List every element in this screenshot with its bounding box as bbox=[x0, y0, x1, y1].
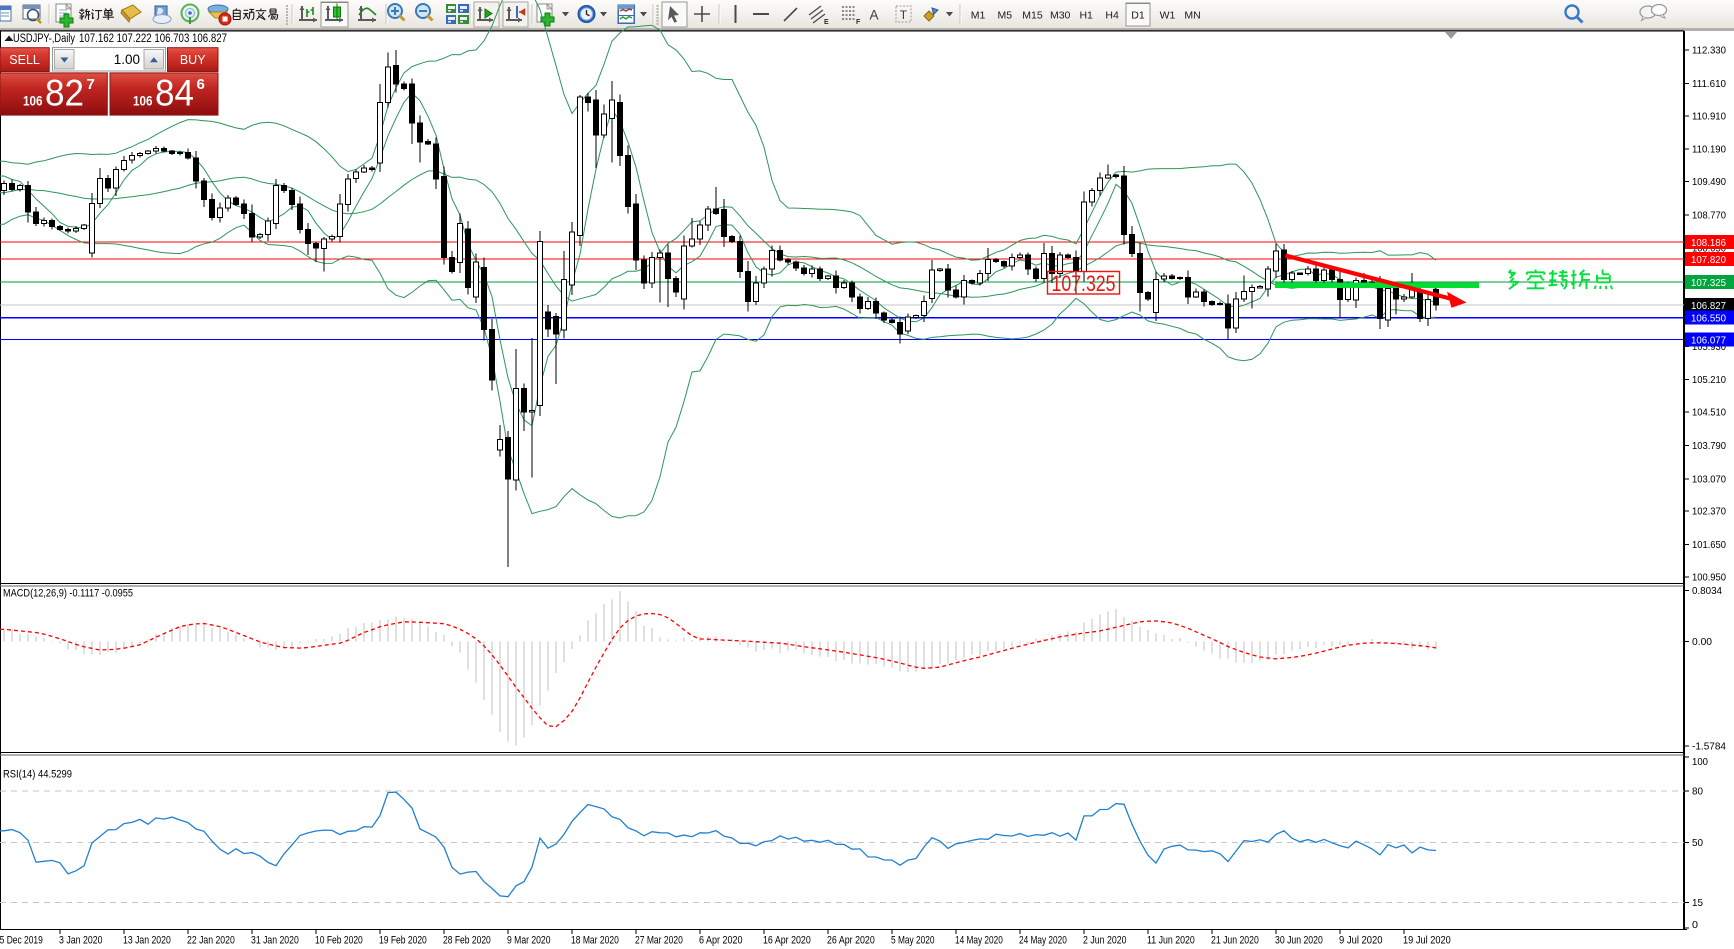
svg-text:50: 50 bbox=[1692, 837, 1703, 849]
svg-text:3 Jan 2020: 3 Jan 2020 bbox=[59, 935, 103, 947]
svg-text:MN: MN bbox=[1184, 10, 1200, 22]
svg-text:USDJPY-,Daily: USDJPY-,Daily bbox=[13, 33, 75, 45]
svg-text:F: F bbox=[856, 19, 861, 26]
svg-text:103.070: 103.070 bbox=[1692, 473, 1726, 485]
svg-text:107.162 107.222 106.703 106.82: 107.162 107.222 106.703 106.827 bbox=[79, 33, 227, 45]
svg-text:100.950: 100.950 bbox=[1692, 572, 1726, 584]
svg-text:15: 15 bbox=[1692, 897, 1703, 909]
svg-text:7: 7 bbox=[87, 76, 95, 93]
svg-text:107.325: 107.325 bbox=[1052, 271, 1116, 296]
svg-text:107.325: 107.325 bbox=[1691, 277, 1726, 289]
svg-text:RSI(14) 44.5299: RSI(14) 44.5299 bbox=[3, 769, 72, 781]
svg-text:16 Apr 2020: 16 Apr 2020 bbox=[763, 935, 811, 947]
svg-text:110.910: 110.910 bbox=[1692, 110, 1726, 122]
svg-text:SELL: SELL bbox=[9, 53, 40, 67]
svg-text:106.827: 106.827 bbox=[1691, 300, 1726, 312]
svg-text:14 May 2020: 14 May 2020 bbox=[955, 935, 1003, 947]
svg-text:109.490: 109.490 bbox=[1692, 176, 1726, 188]
svg-text:106: 106 bbox=[133, 94, 153, 109]
svg-text:30 Jun 2020: 30 Jun 2020 bbox=[1275, 935, 1323, 947]
svg-text:106.550: 106.550 bbox=[1691, 313, 1726, 325]
svg-text:M1: M1 bbox=[971, 10, 986, 22]
svg-text:24 May 2020: 24 May 2020 bbox=[1019, 935, 1067, 947]
svg-text:110.190: 110.190 bbox=[1692, 144, 1726, 156]
svg-text:26 Apr 2020: 26 Apr 2020 bbox=[827, 935, 875, 947]
svg-text:D1: D1 bbox=[1131, 10, 1145, 22]
svg-text:80: 80 bbox=[1692, 786, 1703, 798]
svg-text:E: E bbox=[824, 19, 829, 26]
svg-text:108.186: 108.186 bbox=[1691, 237, 1726, 249]
svg-text:MACD(12,26,9) -0.1117 -0.0955: MACD(12,26,9) -0.1117 -0.0955 bbox=[3, 588, 133, 600]
svg-text:M5: M5 bbox=[998, 10, 1013, 22]
svg-text:19 Jul 2020: 19 Jul 2020 bbox=[1403, 935, 1451, 947]
svg-text:19 Feb 2020: 19 Feb 2020 bbox=[379, 935, 427, 947]
svg-text:M15: M15 bbox=[1022, 10, 1043, 22]
svg-text:1.00: 1.00 bbox=[114, 52, 140, 67]
svg-text:100: 100 bbox=[1692, 756, 1708, 768]
svg-text:0.8034: 0.8034 bbox=[1692, 585, 1722, 597]
svg-text:31 Jan 2020: 31 Jan 2020 bbox=[251, 935, 299, 947]
svg-text:101.650: 101.650 bbox=[1692, 539, 1726, 551]
svg-text:6: 6 bbox=[197, 76, 205, 93]
svg-text:106.077: 106.077 bbox=[1691, 335, 1726, 347]
svg-text:0: 0 bbox=[1692, 919, 1698, 931]
svg-text:103.790: 103.790 bbox=[1692, 440, 1726, 452]
svg-text:111.610: 111.610 bbox=[1692, 78, 1726, 90]
svg-text:0.00: 0.00 bbox=[1692, 636, 1712, 648]
svg-text:A: A bbox=[870, 8, 879, 23]
svg-text:2 Jun 2020: 2 Jun 2020 bbox=[1083, 935, 1127, 947]
svg-text:25 Dec 2019: 25 Dec 2019 bbox=[0, 935, 43, 947]
svg-text:104.510: 104.510 bbox=[1692, 407, 1726, 419]
svg-text:106: 106 bbox=[23, 94, 43, 109]
svg-text:M30: M30 bbox=[1050, 10, 1071, 22]
svg-text:105.210: 105.210 bbox=[1692, 374, 1726, 386]
svg-text:112.330: 112.330 bbox=[1692, 45, 1726, 57]
svg-text:27 Mar 2020: 27 Mar 2020 bbox=[635, 935, 683, 947]
svg-text:28 Feb 2020: 28 Feb 2020 bbox=[443, 935, 491, 947]
svg-text:6 Apr 2020: 6 Apr 2020 bbox=[699, 935, 743, 947]
svg-text:82: 82 bbox=[45, 73, 84, 114]
svg-text:9 Mar 2020: 9 Mar 2020 bbox=[507, 935, 551, 947]
svg-text:-1.5784: -1.5784 bbox=[1692, 741, 1726, 753]
svg-text:11 Jun 2020: 11 Jun 2020 bbox=[1147, 935, 1195, 947]
svg-text:107.820: 107.820 bbox=[1691, 254, 1726, 266]
svg-text:18 Mar 2020: 18 Mar 2020 bbox=[571, 935, 619, 947]
svg-text:BUY: BUY bbox=[180, 53, 206, 67]
svg-text:9 Jul 2020: 9 Jul 2020 bbox=[1339, 935, 1383, 947]
svg-text:13 Jan 2020: 13 Jan 2020 bbox=[123, 935, 171, 947]
svg-text:10 Feb 2020: 10 Feb 2020 bbox=[315, 935, 363, 947]
svg-text:102.370: 102.370 bbox=[1692, 506, 1726, 518]
svg-text:W1: W1 bbox=[1160, 10, 1176, 22]
svg-text:21 Jun 2020: 21 Jun 2020 bbox=[1211, 935, 1259, 947]
svg-text:H1: H1 bbox=[1079, 10, 1093, 22]
svg-text:T: T bbox=[900, 8, 908, 22]
svg-text:84: 84 bbox=[155, 73, 194, 114]
svg-text:22 Jan 2020: 22 Jan 2020 bbox=[187, 935, 235, 947]
svg-text:5 May 2020: 5 May 2020 bbox=[891, 935, 935, 947]
svg-text:H4: H4 bbox=[1105, 10, 1119, 22]
svg-text:108.770: 108.770 bbox=[1692, 209, 1726, 221]
